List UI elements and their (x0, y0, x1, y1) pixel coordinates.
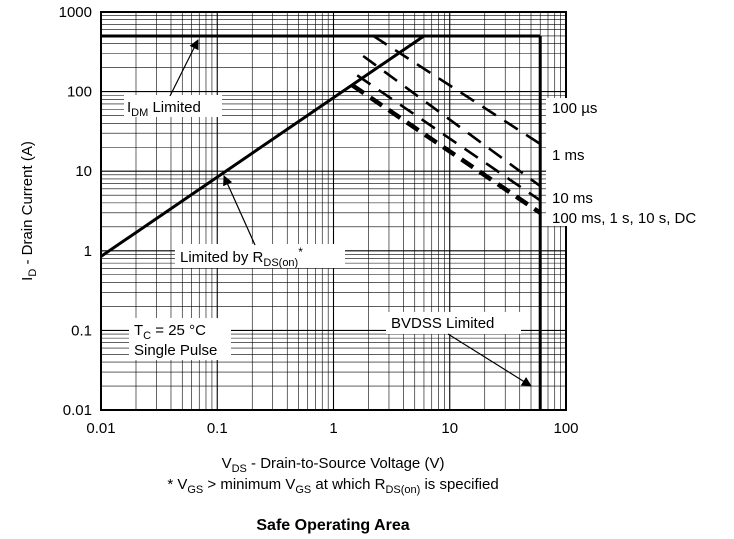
pulse-curve (372, 34, 541, 146)
conditions-bg (129, 318, 231, 360)
chart-title: Safe Operating Area (256, 517, 409, 534)
rds-label-bg (175, 244, 345, 268)
pulse-curve (350, 83, 542, 215)
curve-label-bg (546, 98, 734, 226)
bvdss-arrow (447, 333, 532, 387)
idm-label: IDM Limited (127, 99, 201, 119)
idm-arrow (169, 39, 199, 97)
label-1ms: 1 ms (552, 147, 585, 164)
idm-label-bg (124, 95, 222, 117)
tick-labels: 0.01 0.1 1 10 100 0.01 0.1 1 10 100 1000 (59, 4, 579, 437)
pulse-curves (350, 34, 542, 215)
boundary-lines (100, 34, 542, 410)
bvdss-label: BVDSS Limited (391, 315, 494, 332)
tc-label: TC = 25 °C (134, 322, 206, 342)
y-tick-label: 10 (75, 163, 92, 180)
y-tick-label: 1 (84, 243, 92, 260)
y-tick-label: 0.01 (63, 402, 92, 419)
y-tick-label: 100 (67, 84, 92, 101)
x-axis-label: VDS - Drain-to-Source Voltage (V) (222, 455, 445, 475)
x-tick-label: 10 (441, 420, 458, 437)
x-tick-label: 1 (329, 420, 337, 437)
rds-arrow (223, 175, 256, 246)
y-axis-label: ID - Drain Current (A) (19, 141, 39, 281)
footnote: * VGS > minimum VGS at which RDS(on) is … (167, 476, 498, 496)
y-tick-label: 0.1 (71, 322, 92, 339)
rds-on-limit-line (100, 34, 425, 258)
rds-label: Limited by RDS(on)* (180, 245, 303, 269)
grid-lines (100, 12, 566, 411)
single-pulse-label: Single Pulse (134, 342, 217, 359)
label-10ms: 10 ms (552, 190, 593, 207)
label-100us: 100 µs (552, 100, 597, 117)
x-tick-label: 100 (553, 420, 578, 437)
y-tick-label: 1000 (59, 4, 92, 21)
pulse-curve (362, 54, 541, 188)
x-tick-label: 0.1 (207, 420, 228, 437)
bvdss-label-bg (386, 312, 521, 334)
label-100ms-dc: 100 ms, 1 s, 10 s, DC (552, 210, 696, 227)
x-tick-label: 0.01 (86, 420, 115, 437)
pulse-curve (356, 74, 541, 202)
